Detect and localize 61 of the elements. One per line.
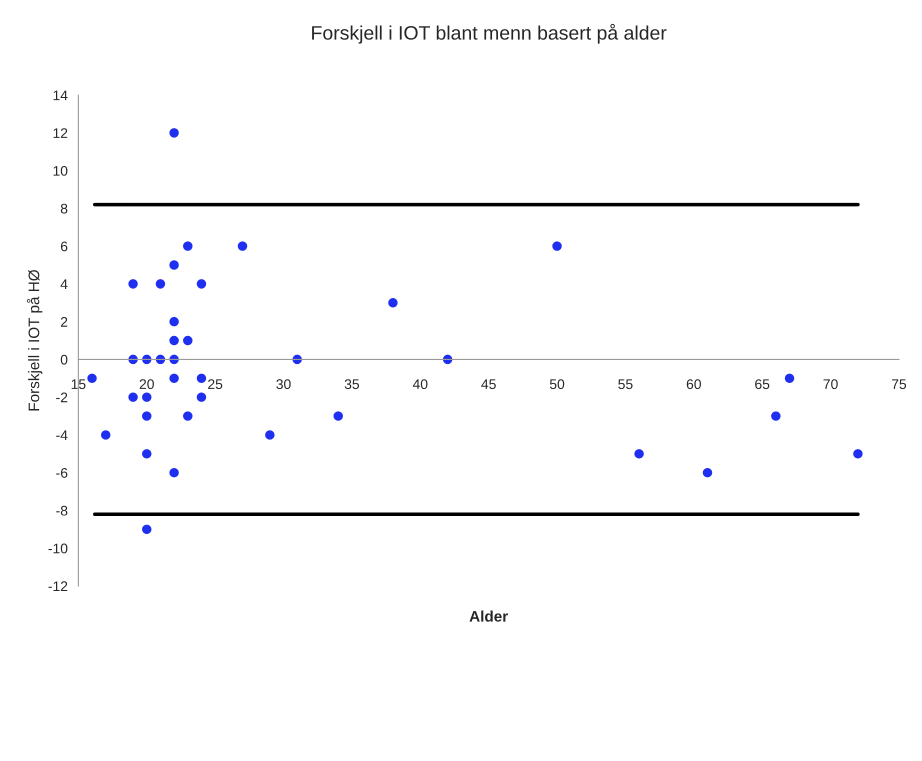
y-tick-label: -6 bbox=[56, 468, 68, 478]
point bbox=[169, 336, 179, 346]
point bbox=[552, 241, 562, 251]
y-tick-label: -10 bbox=[48, 544, 68, 554]
x-tick-label: 20 bbox=[140, 379, 154, 390]
x-axis-title: Alder bbox=[470, 610, 508, 622]
point bbox=[196, 374, 206, 384]
point bbox=[702, 468, 712, 478]
point bbox=[853, 449, 863, 459]
x-tick-label: 65 bbox=[755, 379, 770, 390]
point bbox=[142, 449, 152, 459]
point bbox=[388, 298, 398, 308]
x-tick-label: 70 bbox=[824, 379, 838, 390]
point bbox=[169, 260, 179, 270]
point bbox=[87, 374, 97, 384]
point bbox=[183, 241, 193, 251]
y-tick-label: 10 bbox=[54, 166, 68, 176]
y-tick-label: 14 bbox=[54, 90, 68, 100]
point bbox=[634, 449, 644, 459]
point bbox=[196, 279, 206, 289]
point bbox=[156, 279, 166, 289]
point bbox=[196, 392, 206, 402]
x-tick-label: 35 bbox=[344, 379, 360, 390]
y-tick-label: -12 bbox=[48, 581, 68, 592]
point bbox=[238, 241, 248, 251]
x-tick-label: 30 bbox=[276, 379, 291, 390]
point bbox=[128, 279, 138, 289]
y-tick-label: 4 bbox=[60, 279, 68, 289]
point bbox=[100, 430, 110, 440]
x-tick-label: 40 bbox=[412, 379, 428, 390]
x-tick-label: 15 bbox=[72, 379, 86, 390]
y-tick-label: -8 bbox=[56, 506, 68, 516]
y-tick-label: 6 bbox=[60, 241, 68, 252]
point bbox=[333, 411, 343, 421]
x-tick-label: 75 bbox=[892, 379, 906, 390]
point bbox=[169, 128, 179, 138]
point bbox=[169, 468, 179, 478]
point bbox=[142, 392, 152, 402]
y-tick-label: -4 bbox=[56, 430, 68, 440]
point bbox=[142, 524, 152, 534]
y-axis-title: Forskjell i IOT på HØ bbox=[26, 270, 42, 410]
point bbox=[128, 392, 138, 402]
x-tick-label: 45 bbox=[481, 379, 496, 390]
y-tick-label: -2 bbox=[56, 392, 68, 402]
chart-title: Forskjell i IOT blant menn basert på alder bbox=[312, 24, 666, 44]
point bbox=[169, 374, 179, 384]
x-tick-label: 50 bbox=[550, 379, 564, 390]
x-tick-label: 25 bbox=[208, 379, 222, 390]
point bbox=[265, 430, 275, 440]
point bbox=[183, 336, 193, 346]
y-tick-label: 2 bbox=[60, 317, 68, 327]
point bbox=[142, 411, 152, 421]
point bbox=[169, 316, 179, 326]
x-tick-label: 60 bbox=[686, 379, 701, 390]
point bbox=[183, 411, 193, 421]
point bbox=[784, 374, 794, 384]
y-tick-label: 0 bbox=[60, 354, 68, 365]
y-tick-label: 12 bbox=[54, 128, 68, 138]
point bbox=[771, 411, 781, 421]
y-tick-label: 8 bbox=[60, 204, 68, 214]
x-tick-label: 55 bbox=[618, 379, 633, 390]
